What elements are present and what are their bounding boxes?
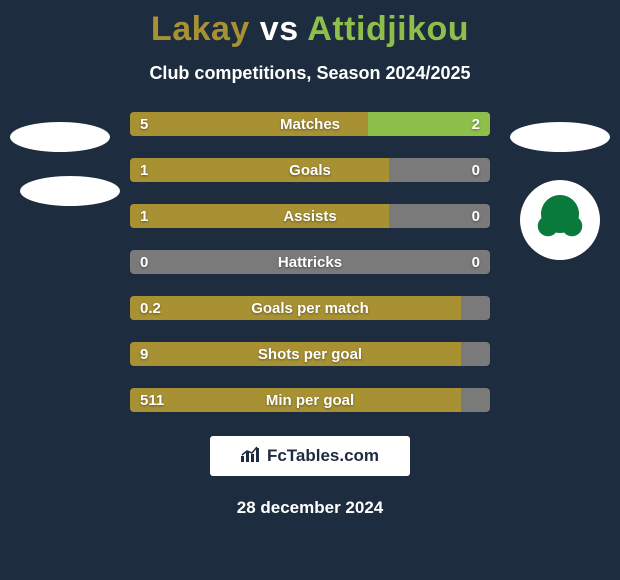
player1-badge-placeholder-2: [20, 176, 120, 206]
stat-bar-row: Goals per match0.2: [130, 296, 490, 320]
stat-bar-label: Assists: [130, 204, 490, 228]
comparison-title: Lakay vs Attidjikou: [0, 0, 620, 49]
stat-value-left: 1: [140, 204, 148, 228]
stat-value-left: 5: [140, 112, 148, 136]
stat-bars: Matches52Goals10Assists10Hattricks00Goal…: [0, 112, 620, 412]
stat-bar-row: Shots per goal9: [130, 342, 490, 366]
stat-bar-label: Goals: [130, 158, 490, 182]
vs-text: vs: [260, 10, 299, 48]
footer-text: FcTables.com: [267, 446, 379, 466]
stat-bar-row: Hattricks0 0: [130, 250, 490, 274]
stat-value-right: 0: [472, 250, 480, 274]
stat-value-left: 511: [140, 388, 164, 412]
stat-value-left: 9: [140, 342, 148, 366]
stat-bar-row: Min per goal511: [130, 388, 490, 412]
stat-bar-label: Goals per match: [130, 296, 490, 320]
stat-bar-row: Goals1 0: [130, 158, 490, 182]
stat-value-right: 0: [472, 204, 480, 228]
player1-badge-placeholder-1: [10, 122, 110, 152]
player2-club-logo: [520, 180, 600, 260]
subtitle: Club competitions, Season 2024/2025: [0, 63, 620, 84]
player2-badge-placeholder: [510, 122, 610, 152]
stat-bar-row: Matches5 2: [130, 112, 490, 136]
date-text: 28 december 2024: [0, 498, 620, 518]
player2-name: Attidjikou: [307, 10, 469, 48]
stat-value-right: 2: [472, 112, 480, 136]
stat-bar-label: Min per goal: [130, 388, 490, 412]
stat-bar-label: Matches: [130, 112, 490, 136]
footer-branding: FcTables.com: [210, 436, 410, 476]
stat-value-left: 0: [140, 250, 148, 274]
stat-value-right: 0: [472, 158, 480, 182]
eagle-icon: [530, 190, 590, 250]
stat-bar-label: Shots per goal: [130, 342, 490, 366]
chart-icon: [241, 446, 261, 467]
stat-value-left: 0.2: [140, 296, 161, 320]
stat-bar-label: Hattricks: [130, 250, 490, 274]
stat-value-left: 1: [140, 158, 148, 182]
player1-name: Lakay: [151, 10, 250, 48]
stat-bar-row: Assists1 0: [130, 204, 490, 228]
